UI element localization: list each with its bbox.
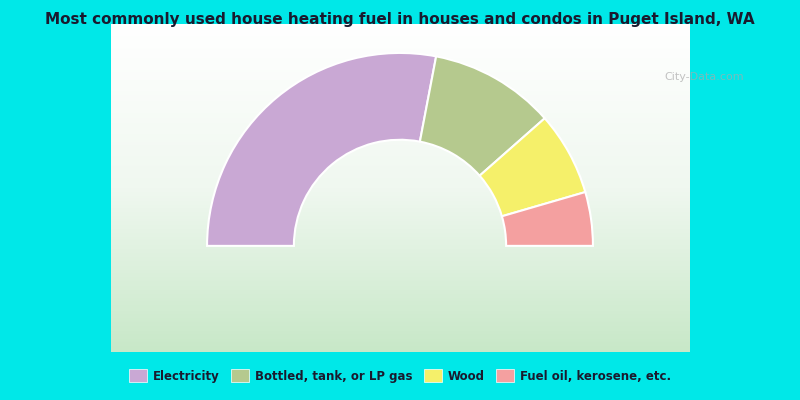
Legend: Electricity, Bottled, tank, or LP gas, Wood, Fuel oil, kerosene, etc.: Electricity, Bottled, tank, or LP gas, W… [129,370,671,382]
Wedge shape [207,53,436,246]
Text: Most commonly used house heating fuel in houses and condos in Puget Island, WA: Most commonly used house heating fuel in… [45,12,755,27]
Wedge shape [420,56,545,176]
Wedge shape [502,192,593,246]
Text: City-Data.com: City-Data.com [664,72,744,82]
Wedge shape [480,118,586,216]
